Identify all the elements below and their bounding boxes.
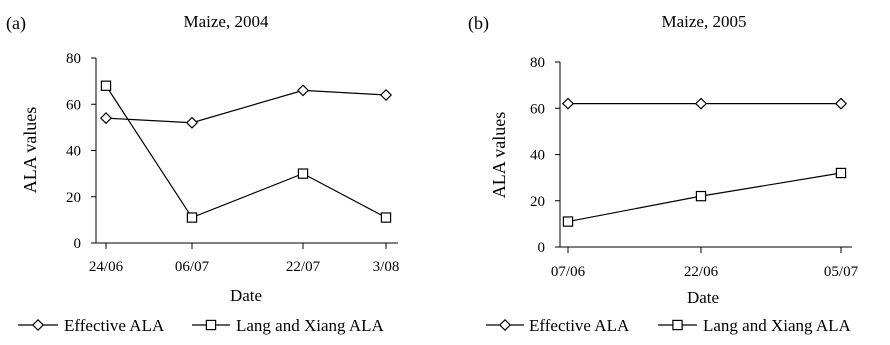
panel-b-y-tick-label: 60 (530, 101, 545, 117)
panel-b-x-axis-label: Date (687, 288, 719, 307)
panel-a-x-axis-label: Date (230, 286, 262, 305)
panel-b-point-effective-ala (694, 97, 708, 110)
panel-a-y-tick-label: 80 (66, 51, 81, 67)
panel-b-point-effective-ala (834, 97, 848, 110)
panel-b-point-effective-ala (561, 97, 575, 110)
panel-b-plot-area: 0 20 40 60 80 07/06 22/06 05/07 (530, 55, 859, 280)
panel-b-point-lang-and-xiang-ala (562, 216, 574, 227)
panel-a-legend-effective-ala-marker (18, 318, 58, 332)
panel-a-y-tick-label: 60 (66, 97, 81, 113)
panel-a-title: Maize, 2004 (184, 12, 269, 31)
panel-a-point-effective-ala (296, 84, 310, 97)
panel-b: (b) Maize, 2005 ALA values Date 0 20 40 60 8… (468, 12, 859, 335)
panel-a-y-tick-label: 20 (66, 190, 81, 206)
panel-a-legend: Effective ALA Lang and Xiang ALA (18, 316, 384, 335)
panel-b-legend-symbol-lang-and-xiang-ala (672, 319, 683, 331)
panel-b-y-tick-label: 20 (530, 194, 545, 210)
panel-a-point-lang-and-xiang-ala (380, 212, 392, 223)
panel-b-legend: Effective ALA Lang and Xiang ALA (486, 316, 851, 335)
panel-b-legend-effective-ala-marker (486, 318, 524, 332)
panel-b-series-effective-ala (561, 97, 848, 110)
panel-b-legend-lang-xiang-ala: Lang and Xiang ALA (703, 316, 851, 335)
panel-a-point-effective-ala (379, 88, 393, 102)
panel-a-legend-symbol-lang-and-xiang-ala (205, 319, 217, 331)
panel-a-point-lang-and-xiang-ala (100, 80, 112, 91)
panel-b-y-tick-label: 40 (530, 148, 545, 164)
panel-a-y-axis-label: ALA values (20, 107, 40, 193)
panel-b-label: (b) (468, 13, 489, 34)
panel-a-legend-lang-xiang-ala: Lang and Xiang ALA (236, 316, 384, 335)
panel-b-y-tick-label: 80 (530, 55, 545, 71)
panel-b-y-axis-label: ALA values (489, 112, 509, 198)
panel-a-x-tick-label: 24/06 (89, 259, 124, 275)
panel-a-series-effective-ala (99, 84, 393, 129)
panel-b-point-lang-and-xiang-ala (835, 167, 847, 179)
panel-a: (a) Maize, 2004 ALA values Date 0 20 40 60 8… (6, 12, 399, 335)
panel-b-y-tick-label: 0 (538, 240, 546, 256)
panel-a-point-effective-ala (185, 116, 199, 129)
panel-a-x-tick-label: 3/08 (373, 259, 400, 275)
panel-b-legend-symbol-effective-ala (498, 318, 512, 332)
panel-b-x-tick-label: 07/06 (551, 264, 586, 280)
panel-a-legend-effective-ala: Effective ALA (64, 316, 165, 335)
panel-a-point-lang-and-xiang-ala (297, 168, 309, 179)
panel-a-y-tick-label: 0 (74, 236, 82, 252)
panel-b-point-lang-and-xiang-ala (695, 190, 707, 202)
panel-a-plot-area: 0 20 40 60 80 24/06 06/07 22/07 3/08 (66, 51, 399, 275)
panel-a-legend-lang-xiang-ala-marker (192, 319, 230, 331)
panel-a-series-line-effective-ala (105, 89, 387, 124)
panel-a-series-line-lang-and-xiang-ala (105, 85, 387, 219)
panel-a-point-effective-ala (99, 112, 113, 125)
panel-a-x-tick-label: 06/07 (175, 259, 210, 275)
panel-a-legend-symbol-effective-ala (31, 318, 45, 332)
panel-b-series-lang-and-xiang-ala (562, 167, 847, 227)
panel-a-x-tick-label: 22/07 (286, 259, 321, 275)
panel-a-series-lang-and-xiang-ala (100, 80, 392, 223)
panel-b-legend-effective-ala: Effective ALA (529, 316, 630, 335)
panel-b-title: Maize, 2005 (662, 12, 747, 31)
panel-b-x-tick-label: 05/07 (824, 264, 859, 280)
panel-a-point-lang-and-xiang-ala (186, 212, 198, 223)
panel-a-y-tick-label: 40 (66, 144, 81, 160)
panel-b-x-tick-label: 22/06 (684, 264, 719, 280)
panel-b-legend-lang-xiang-ala-marker (658, 319, 697, 331)
panel-a-label: (a) (6, 13, 26, 34)
